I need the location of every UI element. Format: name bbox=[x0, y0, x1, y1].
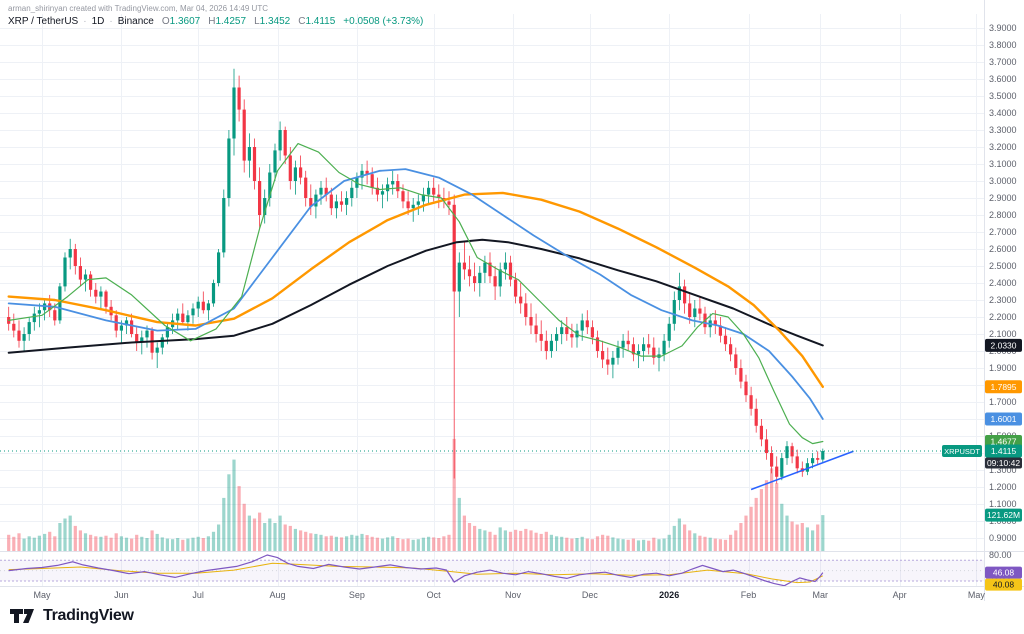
ma-long-black-tag: 2.0330 bbox=[985, 338, 1022, 352]
symbol-legend[interactable]: XRP / TetherUS · 1D · Binance O1.3607 H1… bbox=[8, 16, 423, 27]
ascending-support-trendline[interactable] bbox=[750, 450, 854, 491]
rsi-line bbox=[8, 554, 824, 587]
ma-blue bbox=[7, 168, 824, 420]
svg-text:46.08: 46.08 bbox=[993, 568, 1015, 578]
legend-separator: · bbox=[109, 16, 113, 27]
svg-text:1.4115: 1.4115 bbox=[991, 446, 1017, 456]
svg-text:1.2000: 1.2000 bbox=[989, 482, 1017, 492]
rsi-pane bbox=[0, 554, 984, 587]
svg-text:Feb: Feb bbox=[741, 590, 757, 600]
rsi-tag: 46.08 bbox=[985, 566, 1022, 579]
volume-tag: 121.62M bbox=[985, 508, 1022, 522]
ohlc-close: C1.4115 bbox=[298, 16, 336, 27]
svg-text:May: May bbox=[968, 590, 986, 600]
svg-text:2026: 2026 bbox=[659, 590, 679, 600]
svg-text:3.4000: 3.4000 bbox=[989, 108, 1017, 118]
svg-text:1.9000: 1.9000 bbox=[989, 363, 1017, 373]
ohlc-low: L1.3452 bbox=[254, 16, 291, 27]
svg-text:09:10:42: 09:10:42 bbox=[987, 458, 1020, 468]
svg-text:2.1000: 2.1000 bbox=[989, 329, 1017, 339]
svg-text:2.0330: 2.0330 bbox=[991, 340, 1017, 350]
last-price-tag: 1.4115 bbox=[985, 444, 1022, 458]
svg-text:XRPUSDT: XRPUSDT bbox=[944, 447, 980, 456]
symbol-name[interactable]: XRP / TetherUS bbox=[8, 16, 79, 27]
price-axis[interactable]: 3.9000 3.8000 3.7000 3.6000 3.5000 3.4000 3.30… bbox=[989, 23, 1017, 581]
svg-text:121.62M: 121.62M bbox=[987, 510, 1020, 520]
svg-text:Sep: Sep bbox=[349, 590, 365, 600]
svg-text:2.7000: 2.7000 bbox=[989, 227, 1017, 237]
svg-text:80.00: 80.00 bbox=[989, 550, 1012, 560]
svg-text:3.7000: 3.7000 bbox=[989, 57, 1017, 67]
ma-orange-tag: 1.7895 bbox=[985, 380, 1022, 394]
svg-text:2.6000: 2.6000 bbox=[989, 244, 1017, 254]
svg-text:Apr: Apr bbox=[893, 590, 907, 600]
svg-text:3.9000: 3.9000 bbox=[989, 23, 1017, 33]
svg-text:40.08: 40.08 bbox=[993, 580, 1015, 590]
ma-long-black bbox=[7, 238, 824, 354]
svg-text:1.7000: 1.7000 bbox=[989, 397, 1017, 407]
svg-text:3.2000: 3.2000 bbox=[989, 142, 1017, 152]
svg-text:Mar: Mar bbox=[812, 590, 828, 600]
time-axis[interactable]: May Jun Jul Aug Sep Oct Nov Dec 2026 Feb Mar Apr May bbox=[33, 590, 985, 600]
symbol-price-label: XRPUSDT bbox=[942, 445, 982, 457]
svg-text:2.2000: 2.2000 bbox=[989, 312, 1017, 322]
tradingview-icon bbox=[10, 609, 34, 623]
ma-green bbox=[8, 143, 824, 445]
svg-text:3.8000: 3.8000 bbox=[989, 40, 1017, 50]
svg-text:Aug: Aug bbox=[270, 590, 286, 600]
tradingview-logo-text: TradingView bbox=[43, 607, 134, 624]
svg-text:3.1000: 3.1000 bbox=[989, 159, 1017, 169]
svg-text:2.4000: 2.4000 bbox=[989, 278, 1017, 288]
grid-layer bbox=[0, 14, 984, 587]
svg-text:Dec: Dec bbox=[582, 590, 599, 600]
svg-text:2.8000: 2.8000 bbox=[989, 210, 1017, 220]
svg-text:1.6001: 1.6001 bbox=[991, 414, 1017, 424]
svg-text:1.1000: 1.1000 bbox=[989, 499, 1017, 509]
ma-blue-tag: 1.6001 bbox=[985, 412, 1022, 426]
attribution-text: arman_shirinyan created with TradingView… bbox=[8, 4, 268, 13]
svg-text:Jun: Jun bbox=[114, 590, 129, 600]
bar-countdown-tag: 09:10:42 bbox=[985, 457, 1022, 469]
exchange-label[interactable]: Binance bbox=[117, 16, 154, 27]
legend-separator: · bbox=[83, 16, 87, 27]
ohlc-open: O1.3607 bbox=[161, 16, 201, 27]
svg-text:2.3000: 2.3000 bbox=[989, 295, 1017, 305]
svg-text:2.5000: 2.5000 bbox=[989, 261, 1017, 271]
svg-text:3.3000: 3.3000 bbox=[989, 125, 1017, 135]
rsi-tag: 40.08 bbox=[985, 578, 1022, 591]
svg-text:Jul: Jul bbox=[192, 590, 204, 600]
svg-text:3.0000: 3.0000 bbox=[989, 176, 1017, 186]
ohlc-high: H1.4257 bbox=[208, 16, 247, 27]
svg-text:3.6000: 3.6000 bbox=[989, 74, 1017, 84]
timeframe-label[interactable]: 1D bbox=[91, 16, 105, 27]
svg-text:Nov: Nov bbox=[505, 590, 522, 600]
svg-text:Oct: Oct bbox=[427, 590, 442, 600]
svg-text:May: May bbox=[33, 590, 51, 600]
svg-text:2.9000: 2.9000 bbox=[989, 193, 1017, 203]
ma-orange bbox=[7, 191, 824, 388]
svg-text:1.4677: 1.4677 bbox=[991, 436, 1017, 446]
volume-pane bbox=[7, 438, 825, 552]
ohlc-change: +0.0508 (+3.73%) bbox=[343, 16, 424, 27]
tradingview-logo[interactable]: TradingView bbox=[10, 605, 134, 627]
svg-text:3.5000: 3.5000 bbox=[989, 91, 1017, 101]
svg-text:1.3000: 1.3000 bbox=[989, 465, 1017, 475]
svg-text:0.9000: 0.9000 bbox=[989, 533, 1017, 543]
svg-text:1.7895: 1.7895 bbox=[991, 382, 1017, 392]
candlestick-series bbox=[7, 68, 825, 484]
